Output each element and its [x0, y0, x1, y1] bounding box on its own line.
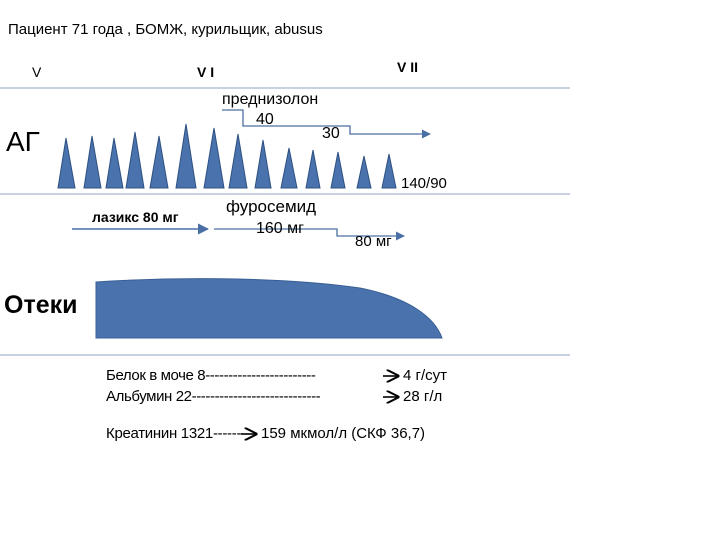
timeline-marker-vi: V I: [197, 64, 215, 80]
bp-peak: [254, 139, 272, 189]
prednisolone-dose-2: 30: [322, 125, 340, 142]
bp-label: АГ: [6, 126, 40, 157]
prednisolone-label: преднизолон: [222, 91, 319, 108]
prednisolone-dose-1: 40: [256, 111, 274, 128]
bp-peak: [381, 153, 397, 189]
bp-target-label: 140/90: [401, 175, 447, 192]
timeline-marker-v: V: [32, 64, 42, 80]
bp-peak: [330, 151, 346, 189]
bp-peak: [228, 133, 248, 189]
furosemide-dose-2: 80 мг: [355, 233, 392, 250]
creatinine-text: Креатинин 1321------: [106, 425, 242, 442]
creatinine-result: 159 мкмол/л (СКФ 36,7): [261, 425, 426, 442]
bp-peak: [83, 135, 102, 189]
bp-peak: [125, 131, 145, 189]
furosemide-dose-1: 160 мг: [256, 220, 304, 237]
prednisolone-step-arrow: [222, 109, 431, 139]
page-title: Пациент 71 года , БОМЖ, курильщик, abusu…: [8, 21, 323, 38]
furosemide-step-arrow: [214, 228, 405, 241]
edema-label: Отеки: [4, 291, 78, 319]
bp-peak: [149, 135, 169, 189]
bp-peak: [57, 137, 76, 189]
bp-peak: [280, 147, 298, 189]
edema-area: [95, 278, 443, 339]
albumin-result: 28 г/л: [403, 388, 443, 405]
bp-peak: [305, 149, 321, 189]
bp-peak: [175, 123, 197, 189]
bp-peak: [105, 137, 124, 189]
protein-result: 4 г/сут: [403, 367, 448, 384]
albumin-text: Альбумин 22----------------------------: [106, 388, 321, 405]
timeline-marker-vii: V II: [397, 59, 419, 75]
protein-text: Белок в моче 8------------------------: [106, 367, 316, 384]
bp-peaks: [57, 123, 397, 189]
lasix-label: лазикс 80 мг: [92, 209, 179, 225]
bp-peak: [203, 127, 225, 189]
bp-peak: [356, 155, 372, 189]
furosemide-label: фуросемид: [226, 197, 317, 216]
